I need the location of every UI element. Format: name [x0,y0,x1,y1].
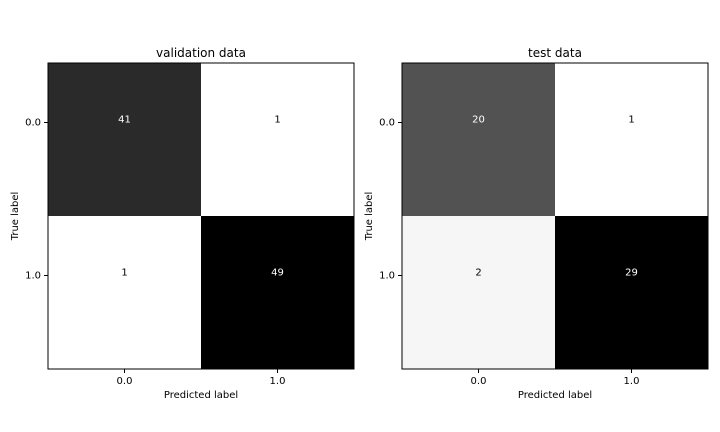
x-tick-label: 0.0 [471,376,487,387]
plot-frame [401,62,709,370]
cell-value-label: 2 [475,268,481,279]
ticks: 0.0 1.0 0.0 1.0 [379,118,639,388]
cell-value-label: 1 [274,115,280,126]
heatmap-cell [201,216,354,369]
x-tick-label: 1.0 [624,376,640,387]
y-axis-label: True label [364,192,375,242]
y-tick-label: 0.0 [379,118,395,129]
cell-value-label: 41 [118,115,131,126]
heatmap-cell [48,63,201,216]
heatmap-cell [402,216,555,369]
panel-title: validation data [156,46,246,60]
x-tick-label: 0.0 [117,376,133,387]
cell-value-label: 49 [271,268,284,279]
y-axis-label: True label [10,192,21,242]
panel-title: test data [528,46,582,60]
cell-value-label: 1 [628,115,634,126]
heatmap-cell [555,63,708,216]
x-axis-label: Predicted label [518,390,592,401]
panel-test: test data 20 1 2 29 0.0 1.0 0.0 1.0 Predicted … [364,46,709,401]
ticks: 0.0 1.0 0.0 1.0 [25,118,285,388]
y-tick-label: 1.0 [25,271,41,282]
x-axis-label: Predicted label [164,390,238,401]
cells: 20 1 2 29 [402,63,708,369]
cell-value-label: 29 [625,268,638,279]
plot-frame [47,62,355,370]
cells: 41 1 1 49 [48,63,354,369]
heatmap-cell [402,63,555,216]
x-tick-label: 1.0 [270,376,286,387]
y-tick-label: 0.0 [25,118,41,129]
panel-validation: validation data 41 1 1 49 0.0 1.0 0.0 1.0 Pred… [10,46,355,401]
cell-value-label: 20 [472,115,485,126]
y-tick-label: 1.0 [379,271,395,282]
heatmap-cell [48,216,201,369]
heatmap-cell [201,63,354,216]
heatmap-cell [555,216,708,369]
cell-value-label: 1 [121,268,127,279]
